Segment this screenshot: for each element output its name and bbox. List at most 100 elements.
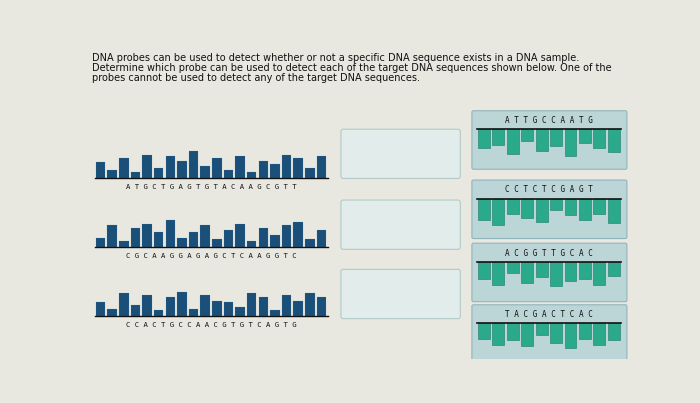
Bar: [200, 295, 210, 316]
Bar: [96, 162, 106, 178]
Bar: [550, 323, 562, 343]
Bar: [224, 230, 233, 247]
Text: A T T G C C A A T G: A T T G C C A A T G: [505, 116, 594, 125]
Bar: [166, 156, 175, 178]
Bar: [564, 129, 576, 156]
Bar: [282, 155, 291, 178]
Bar: [564, 262, 576, 281]
Bar: [166, 297, 175, 316]
Bar: [550, 129, 562, 146]
Bar: [316, 230, 326, 247]
Bar: [119, 158, 129, 178]
Bar: [550, 199, 562, 210]
Text: Determine which probe can be used to detect each of the target DNA sequences sho: Determine which probe can be used to det…: [92, 63, 612, 73]
FancyBboxPatch shape: [472, 180, 627, 239]
Bar: [108, 170, 117, 178]
Bar: [478, 323, 490, 339]
Bar: [507, 129, 519, 154]
Bar: [608, 199, 620, 223]
Bar: [507, 262, 519, 273]
Bar: [212, 158, 222, 178]
Bar: [579, 129, 591, 143]
Bar: [247, 241, 256, 247]
Bar: [282, 295, 291, 316]
Bar: [522, 199, 533, 218]
Bar: [142, 295, 152, 316]
Bar: [522, 323, 533, 346]
Bar: [493, 323, 504, 345]
Bar: [536, 323, 547, 335]
Bar: [507, 323, 519, 340]
Bar: [522, 129, 533, 141]
Bar: [142, 155, 152, 178]
Text: DNA probes can be used to detect whether or not a specific DNA sequence exists i: DNA probes can be used to detect whether…: [92, 53, 580, 63]
Bar: [493, 129, 504, 145]
Bar: [270, 235, 280, 247]
Bar: [579, 199, 591, 220]
Bar: [96, 238, 106, 247]
Bar: [258, 297, 268, 316]
Bar: [119, 241, 129, 247]
Bar: [478, 129, 490, 148]
Bar: [177, 161, 187, 178]
Bar: [608, 262, 620, 276]
Text: A T G C T G A G T G T A C A A G C G T T: A T G C T G A G T G T A C A A G C G T T: [126, 184, 297, 190]
Bar: [493, 262, 504, 285]
Bar: [293, 222, 303, 247]
Bar: [235, 156, 245, 178]
Bar: [235, 307, 245, 316]
Bar: [258, 161, 268, 178]
Bar: [166, 220, 175, 247]
Bar: [305, 168, 314, 178]
Bar: [594, 323, 606, 345]
Bar: [293, 158, 303, 178]
Bar: [247, 293, 256, 316]
FancyBboxPatch shape: [341, 200, 461, 249]
Bar: [282, 225, 291, 247]
Bar: [305, 239, 314, 247]
Bar: [536, 199, 547, 222]
Text: C C A C T G C C A A C G T G T C A G T G: C C A C T G C C A A C G T G T C A G T G: [126, 322, 297, 328]
Bar: [96, 303, 106, 316]
Bar: [258, 228, 268, 247]
Bar: [316, 297, 326, 316]
Bar: [108, 225, 117, 247]
Bar: [224, 170, 233, 178]
Bar: [550, 262, 562, 286]
Bar: [131, 305, 140, 316]
Bar: [594, 129, 606, 148]
Bar: [200, 225, 210, 247]
Text: T A C G A C T C A C: T A C G A C T C A C: [505, 310, 594, 319]
Bar: [293, 301, 303, 316]
Text: probes cannot be used to detect any of the target DNA sequences.: probes cannot be used to detect any of t…: [92, 73, 420, 83]
Bar: [536, 262, 547, 277]
Bar: [177, 238, 187, 247]
Bar: [212, 301, 222, 316]
Bar: [154, 310, 164, 316]
Bar: [579, 323, 591, 339]
FancyBboxPatch shape: [472, 305, 627, 363]
Bar: [305, 293, 314, 316]
Bar: [594, 262, 606, 285]
FancyBboxPatch shape: [341, 129, 461, 179]
Bar: [212, 239, 222, 247]
Bar: [478, 262, 490, 278]
Bar: [200, 166, 210, 178]
Bar: [316, 156, 326, 178]
Bar: [594, 199, 606, 214]
FancyBboxPatch shape: [341, 269, 461, 319]
Bar: [247, 172, 256, 178]
Bar: [189, 309, 198, 316]
Bar: [119, 293, 129, 316]
Bar: [177, 292, 187, 316]
Bar: [608, 323, 620, 340]
Bar: [522, 262, 533, 283]
Bar: [189, 151, 198, 178]
Bar: [478, 199, 490, 220]
Bar: [235, 224, 245, 247]
Text: C C T C T C G A G T: C C T C T C G A G T: [505, 185, 594, 194]
Bar: [507, 199, 519, 214]
Bar: [189, 232, 198, 247]
Text: C G C A A G G A G A G C T C A A G G T C: C G C A A G G A G A G C T C A A G G T C: [126, 253, 297, 259]
Bar: [131, 228, 140, 247]
